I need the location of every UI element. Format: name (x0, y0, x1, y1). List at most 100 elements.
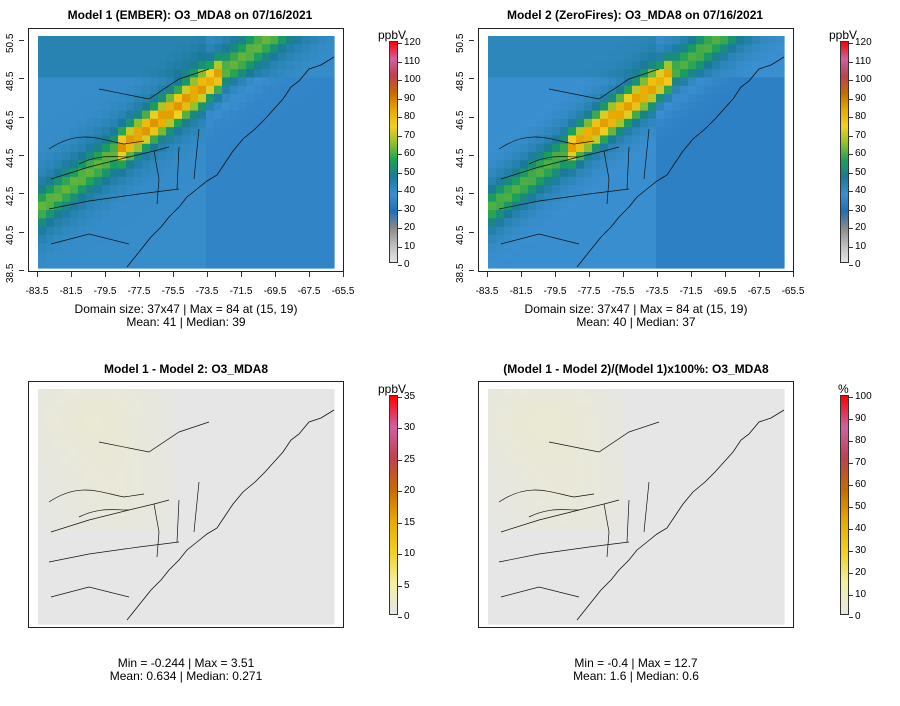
grid-cell (126, 430, 135, 440)
grid-cell (302, 77, 311, 87)
grid-cell (318, 523, 327, 533)
grid-cell (504, 168, 513, 178)
grid-cell (752, 565, 761, 575)
grid-cell (166, 582, 175, 592)
grid-cell (608, 226, 617, 236)
grid-cell (536, 193, 545, 203)
grid-cell (278, 193, 287, 203)
grid-cell (504, 531, 513, 541)
grid-cell (302, 481, 311, 491)
grid-cell (86, 422, 95, 432)
grid-cell (158, 590, 167, 600)
grid-cell (704, 439, 713, 449)
grid-cell (150, 77, 159, 87)
grid-cell (198, 69, 207, 79)
grid-cell (720, 590, 729, 600)
grid-cell (656, 389, 665, 398)
grid-cell (536, 548, 545, 558)
grid-cell (70, 506, 79, 516)
grid-cell (158, 210, 167, 219)
grid-cell (86, 185, 95, 195)
grid-cell (504, 176, 513, 186)
grid-cell (118, 422, 127, 432)
grid-cell (696, 185, 705, 195)
grid-cell (608, 168, 617, 178)
grid-cell (528, 439, 537, 449)
grid-cell (134, 439, 143, 449)
grid-cell (62, 565, 71, 575)
grid-cell (520, 160, 529, 170)
grid-cell (62, 464, 71, 474)
grid-cell (648, 94, 657, 103)
grid-cell (174, 582, 183, 592)
grid-cell (38, 193, 47, 203)
grid-cell (222, 85, 231, 95)
grid-cell (118, 94, 127, 103)
grid-cell (752, 176, 761, 186)
grid-cell (616, 118, 625, 128)
grid-cell (736, 60, 745, 70)
grid-cell (118, 36, 127, 45)
grid-cell (536, 243, 545, 253)
grid-cell (616, 464, 625, 474)
grid-cell (222, 514, 231, 524)
grid-cell (536, 523, 545, 533)
grid-cell (86, 430, 95, 440)
grid-cell (528, 127, 537, 137)
grid-cell (544, 77, 553, 87)
grid-cell (142, 498, 151, 508)
grid-cell (286, 102, 295, 112)
grid-cell (736, 69, 745, 79)
grid-cell (568, 531, 577, 541)
grid-cell (576, 397, 585, 407)
grid-cell (688, 447, 697, 457)
grid-cell (488, 582, 497, 592)
grid-cell (174, 85, 183, 95)
grid-cell (166, 531, 175, 541)
grid-cell (528, 447, 537, 457)
grid-cell (760, 531, 769, 541)
grid-cell (488, 548, 497, 558)
grid-cell (142, 489, 151, 499)
grid-cell (230, 152, 239, 161)
state-border (498, 136, 595, 150)
grid-cell (318, 135, 327, 145)
grid-cell (736, 598, 745, 608)
grid-cell (278, 168, 287, 178)
grid-cell (648, 405, 657, 415)
state-border (643, 481, 650, 533)
grid-cell (720, 615, 729, 625)
grid-cell (576, 168, 585, 178)
grid-cell (696, 201, 705, 211)
grid-cell (688, 185, 697, 195)
grid-cell (206, 405, 215, 415)
grid-cell (672, 226, 681, 236)
state-border (193, 128, 200, 180)
grid-cell (190, 607, 199, 617)
colorbar (840, 395, 849, 615)
grid-cell (608, 514, 617, 524)
grid-cell (142, 598, 151, 608)
grid-cell (262, 414, 271, 424)
grid-cell (536, 118, 545, 128)
grid-cell (608, 439, 617, 449)
grid-cell (142, 152, 151, 161)
grid-cell (70, 160, 79, 170)
grid-cell (584, 405, 593, 415)
grid-cell (608, 397, 617, 407)
grid-cell (696, 168, 705, 178)
grid-cell (190, 397, 199, 407)
grid-cell (198, 193, 207, 203)
grid-cell (150, 397, 159, 407)
grid-cell (720, 430, 729, 440)
grid-cell (688, 160, 697, 170)
grid-cell (262, 548, 271, 558)
grid-cell (174, 439, 183, 449)
grid-cell (174, 598, 183, 608)
grid-cell (238, 234, 247, 244)
grid-cell (62, 102, 71, 112)
grid-cell (688, 514, 697, 524)
grid-cell (624, 531, 633, 541)
grid-cell (174, 389, 183, 398)
grid-cell (86, 259, 95, 269)
